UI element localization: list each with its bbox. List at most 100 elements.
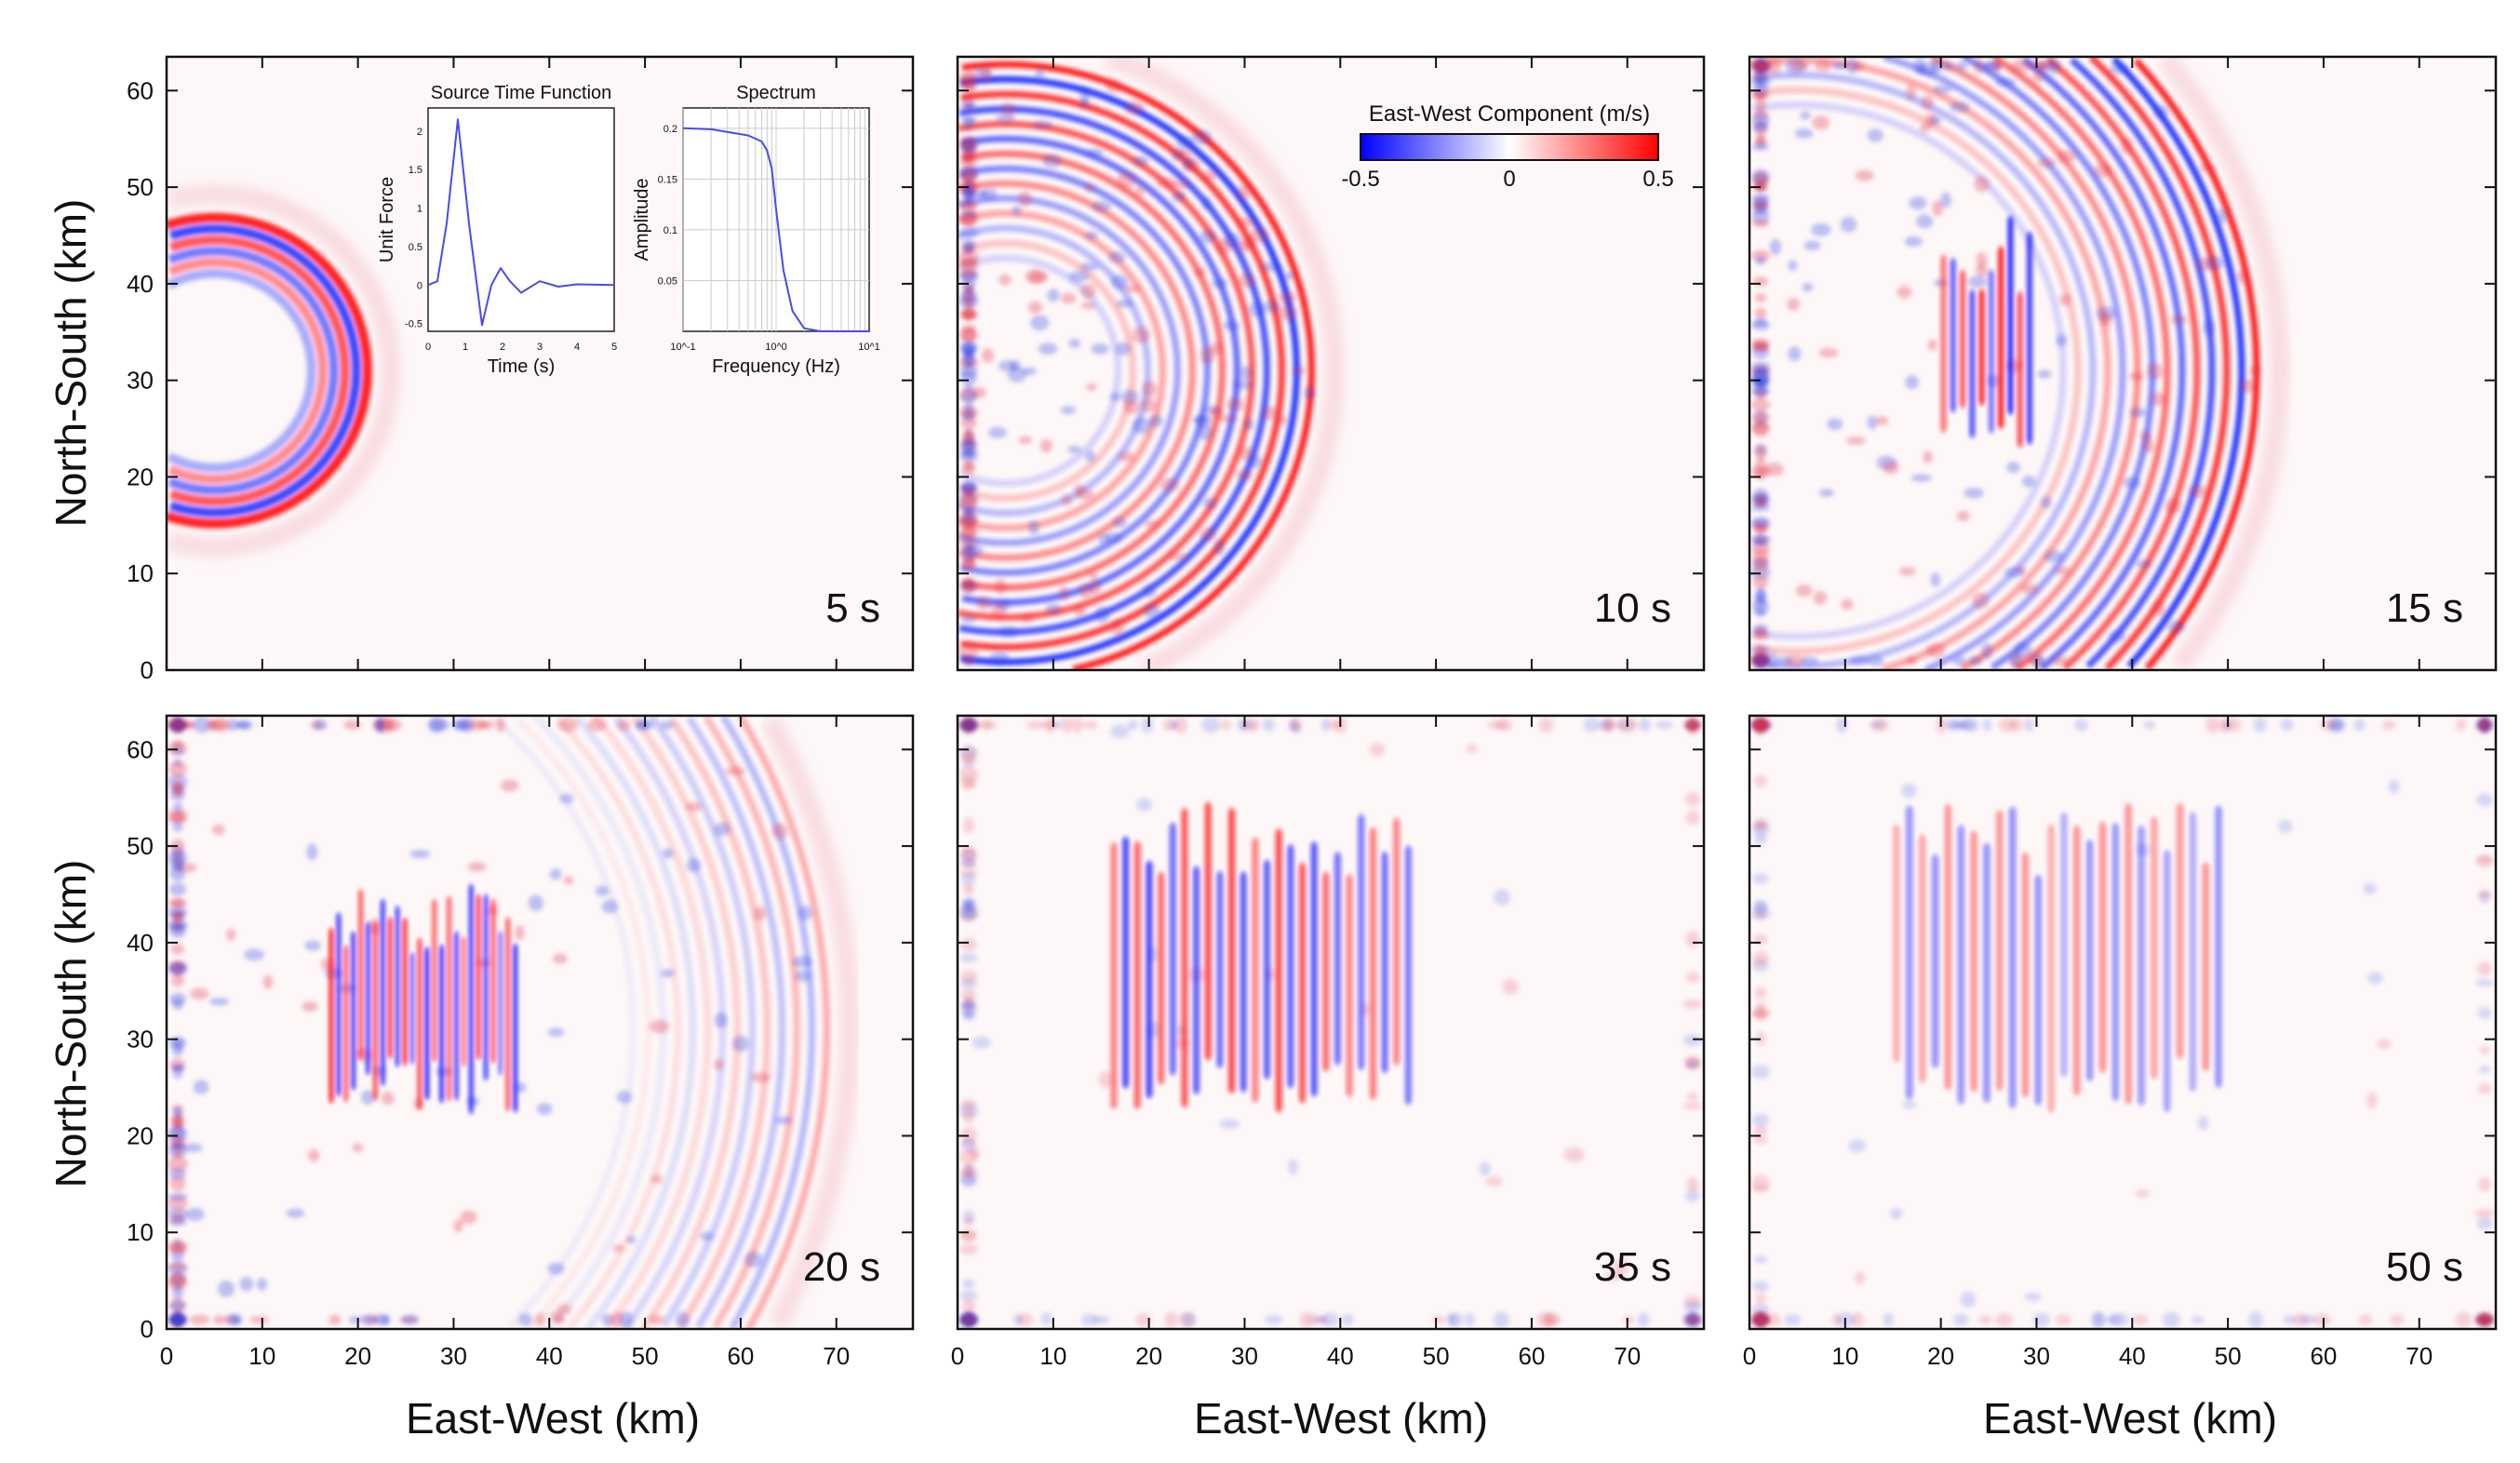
basin-stripe bbox=[1998, 246, 2004, 429]
speckle bbox=[1685, 811, 1700, 825]
speckle bbox=[2366, 1093, 2378, 1109]
speckle bbox=[1085, 450, 1095, 463]
speckle bbox=[460, 1210, 477, 1225]
speckle bbox=[1849, 656, 1870, 665]
speckle bbox=[1079, 87, 1091, 103]
speckle bbox=[1787, 298, 1801, 311]
speckle bbox=[1927, 339, 1937, 351]
speckle bbox=[1813, 590, 1828, 605]
speckle bbox=[1238, 273, 1256, 289]
speckle bbox=[961, 439, 976, 455]
speckle bbox=[732, 1035, 749, 1053]
speckle bbox=[976, 596, 991, 611]
speckle bbox=[1081, 1313, 1099, 1326]
speckle bbox=[960, 170, 977, 181]
speckle bbox=[635, 719, 650, 731]
speckle bbox=[2359, 1314, 2373, 1325]
speckle bbox=[1030, 315, 1050, 331]
speckle bbox=[960, 209, 977, 219]
wavefront-ring bbox=[1992, 57, 2171, 670]
basin-stripe bbox=[2215, 805, 2222, 1088]
speckle bbox=[381, 1091, 395, 1106]
speckle bbox=[1304, 385, 1316, 400]
speckle bbox=[1242, 718, 1261, 732]
x-tick-label: 0 bbox=[1743, 1342, 1756, 1370]
basin-stripe bbox=[498, 931, 503, 1076]
speckle bbox=[467, 719, 489, 731]
speckle bbox=[1755, 255, 1766, 265]
x-tick-label: 20 bbox=[344, 1342, 371, 1370]
speckle bbox=[559, 793, 574, 804]
wavefront-ring bbox=[2111, 57, 2245, 669]
speckle bbox=[626, 1235, 637, 1244]
basin-stripe bbox=[1989, 269, 1994, 434]
basin-stripe bbox=[373, 921, 378, 1101]
speckle bbox=[1978, 1315, 1992, 1324]
speckle bbox=[454, 719, 471, 731]
speckle bbox=[2479, 1066, 2490, 1074]
basin-stripe bbox=[358, 889, 363, 1060]
speckle bbox=[754, 906, 767, 921]
speckle bbox=[1686, 1176, 1699, 1192]
speckle bbox=[1124, 285, 1141, 293]
wavefront-halo bbox=[2157, 57, 2289, 670]
speckle bbox=[1795, 128, 1814, 139]
inset-x-tick-label: 4 bbox=[574, 342, 580, 353]
wavefront-ring bbox=[631, 716, 741, 1329]
axes-frame bbox=[1748, 55, 2498, 672]
speckle bbox=[495, 718, 506, 732]
speckle bbox=[714, 822, 731, 837]
speckle bbox=[467, 862, 487, 872]
wavefront-ring bbox=[2069, 57, 2216, 669]
speckle bbox=[172, 1148, 183, 1158]
speckle bbox=[2253, 717, 2267, 733]
speckle bbox=[168, 906, 187, 918]
x-tick-label: 20 bbox=[1927, 1342, 1954, 1370]
speckle bbox=[960, 937, 977, 952]
speckle bbox=[183, 1143, 203, 1153]
speckle bbox=[1106, 79, 1122, 93]
speckle bbox=[2037, 369, 2052, 379]
wavefront-ring bbox=[592, 716, 711, 1328]
inset-y-tick-label: 0.2 bbox=[664, 124, 677, 135]
speckle bbox=[382, 718, 402, 732]
wavefront-ring bbox=[167, 212, 372, 529]
speckle bbox=[168, 809, 188, 819]
y-tick-label: 20 bbox=[127, 463, 154, 490]
speckle bbox=[172, 1284, 183, 1300]
basin-stripe bbox=[1918, 834, 1926, 1083]
speckle bbox=[1079, 98, 1090, 109]
basin-stripe bbox=[432, 899, 436, 1063]
speckle bbox=[1751, 1174, 1770, 1190]
time-label: 10 s bbox=[1594, 585, 1671, 631]
basin-stripe bbox=[1334, 852, 1341, 1066]
speckle bbox=[595, 885, 610, 897]
speckle bbox=[168, 1274, 188, 1291]
speckle bbox=[1913, 58, 1925, 74]
speckle bbox=[2198, 1115, 2209, 1131]
speckle bbox=[2367, 972, 2383, 985]
speckle bbox=[962, 780, 975, 790]
speckle bbox=[714, 1012, 728, 1028]
x-tick-label: 70 bbox=[823, 1342, 850, 1370]
speckle bbox=[1930, 572, 1941, 587]
speckle bbox=[1086, 383, 1097, 391]
speckle bbox=[1964, 487, 1984, 499]
colorbar-tick-label: -0.5 bbox=[1341, 167, 1379, 192]
speckle bbox=[958, 766, 979, 782]
speckle bbox=[989, 651, 1010, 665]
speckle bbox=[1766, 1313, 1782, 1326]
speckle bbox=[2031, 71, 2045, 83]
speckle bbox=[1961, 718, 1979, 732]
speckle bbox=[213, 1314, 226, 1325]
speckle bbox=[1902, 1101, 1917, 1109]
basin-stripe bbox=[1393, 817, 1401, 1066]
speckle bbox=[1073, 605, 1086, 617]
speckle bbox=[1136, 798, 1152, 812]
speckle bbox=[2128, 371, 2144, 382]
speckle bbox=[994, 579, 1007, 594]
wavefront-ring bbox=[958, 224, 1151, 517]
speckle bbox=[1116, 171, 1137, 189]
speckle bbox=[1018, 191, 1032, 208]
basin-stripe bbox=[1960, 270, 1965, 409]
